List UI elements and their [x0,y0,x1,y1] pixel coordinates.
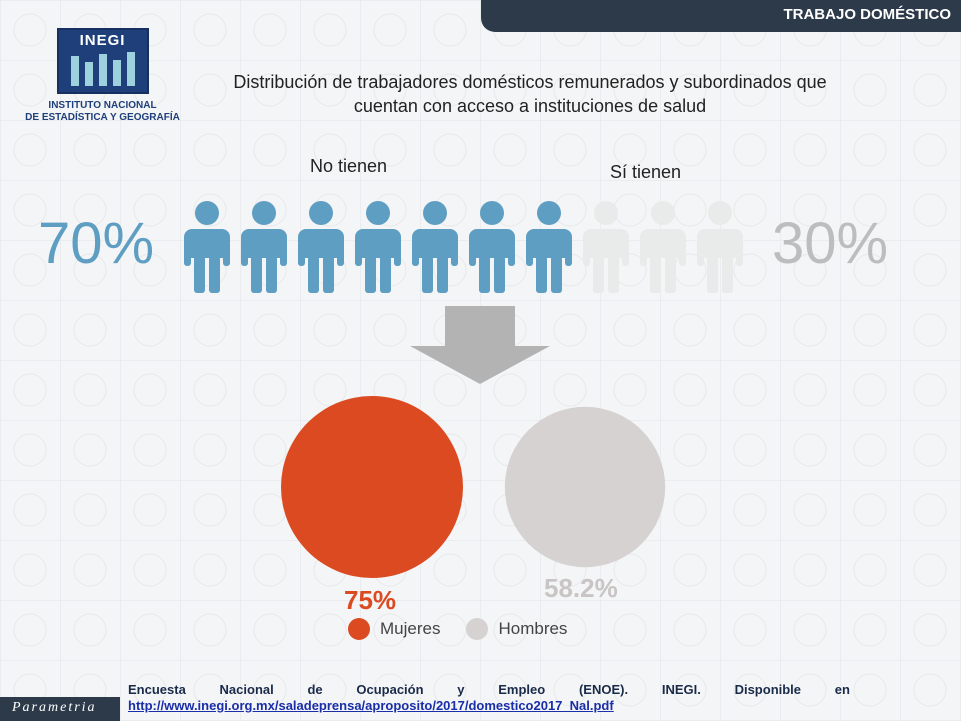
inegi-logo: INEGI INSTITUTO NACIONAL DE ESTADÍSTICA … [20,28,185,124]
bubble-hombres [504,406,666,568]
source-word: Encuesta [128,682,186,697]
person-icon-si-tienen [583,201,629,293]
source-word: y [457,682,465,697]
pct-si-tienen: 30% [772,211,889,276]
inegi-logo-mark: INEGI [56,28,149,94]
logo-text-line1: INSTITUTO NACIONAL [48,100,157,111]
watermark: Parametria [0,697,120,721]
bubble-mujeres [281,396,463,578]
person-icon-no-tienen [526,201,572,293]
source-word: en [834,682,850,697]
legend: Mujeres Hombres [348,618,593,640]
person-icon-no-tienen [241,201,287,293]
legend-item-mujeres: Mujeres [348,618,440,640]
person-icon-no-tienen [469,201,515,293]
label-no-tienen: No tienen [310,156,388,176]
legend-item-hombres: Hombres [466,618,567,640]
logo-bars-icon [70,52,135,86]
label-si-tienen: Sí tienen [610,162,682,182]
source-citation: Encuesta Nacional de Ocupación y Empleo (ENOE)… [128,682,850,714]
person-icon-si-tienen [697,201,743,293]
watermark-text: Parametria [12,700,97,715]
down-arrow-icon [410,306,550,384]
source-word: Disponible [734,682,802,697]
source-text: Encuesta Nacional de Ocupación y Empleo (ENOE)… [128,682,850,698]
label-hombres-value: 58.2% [544,573,618,603]
label-mujeres-value: 75% [344,585,397,615]
person-icon-no-tienen [184,201,230,293]
legend-label-hombres: Hombres [498,619,568,638]
legend-dot-mujeres [348,618,370,640]
chart-title: Distribución de trabajadores domésticos … [233,72,827,116]
logo-text-line2: DE ESTADÍSTICA Y GEOGRAFÍA [25,112,180,123]
legend-dot-hombres [466,618,489,640]
header-bar: TRABAJO DOMÉSTICO [481,0,961,32]
source-word: Nacional [219,682,274,697]
section-title: TRABAJO DOMÉSTICO [783,6,951,23]
person-icon-si-tienen [640,201,686,293]
legend-label-mujeres: Mujeres [380,619,441,638]
source-link[interactable]: http://www.inegi.org.mx/saladeprensa/apr… [128,698,614,713]
person-icon-no-tienen [355,201,401,293]
source-word: Ocupación [356,682,424,697]
logo-acronym: INEGI [79,32,126,49]
person-icon-no-tienen [412,201,458,293]
pictogram [184,201,743,293]
source-word: de [307,682,323,697]
source-word: INEGI. [661,682,701,697]
source-word: (ENOE). [578,682,629,697]
pct-no-tienen: 70% [38,211,155,276]
person-icon-no-tienen [298,201,344,293]
source-word: Empleo [498,682,546,697]
logo-text: INSTITUTO NACIONAL DE ESTADÍSTICA Y GEOG… [20,100,185,124]
